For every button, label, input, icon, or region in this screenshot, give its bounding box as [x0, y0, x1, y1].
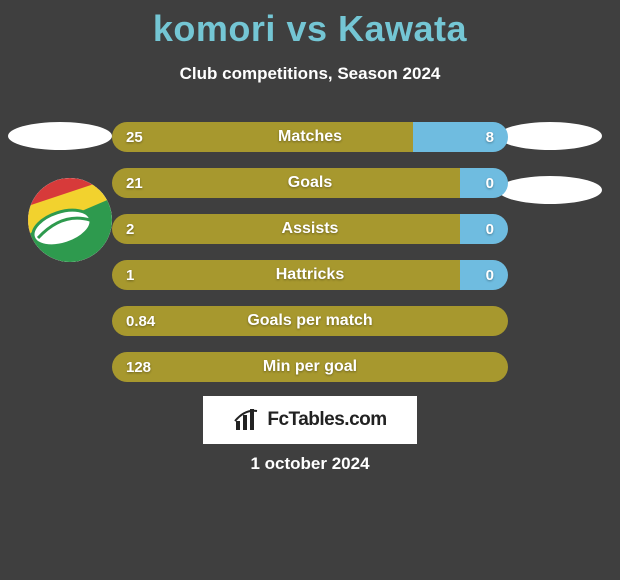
stat-label: Matches — [112, 122, 508, 152]
stat-label: Hattricks — [112, 260, 508, 290]
comparison-infographic: komori vs Kawata Club competitions, Seas… — [0, 0, 620, 580]
team-badge-icon — [28, 178, 112, 262]
player-b-avatar-placeholder-bottom — [498, 176, 602, 204]
stat-row: 10Hattricks — [112, 260, 508, 290]
generation-date: 1 october 2024 — [0, 454, 620, 474]
player-b-name: Kawata — [338, 8, 467, 49]
fctables-watermark: FcTables.com — [203, 396, 417, 444]
stats-block: 258Matches 210Goals 20Assists 10Hattricks 0.… — [112, 122, 508, 398]
stat-row: 210Goals — [112, 168, 508, 198]
vs-word: vs — [286, 8, 327, 49]
subtitle: Club competitions, Season 2024 — [0, 50, 620, 84]
stat-label: Goals per match — [112, 306, 508, 336]
player-b-avatar-placeholder-top — [498, 122, 602, 150]
player-a-name: komori — [153, 8, 276, 49]
fctables-logo-icon — [233, 407, 259, 433]
stat-row: 258Matches — [112, 122, 508, 152]
team-badge — [28, 178, 112, 262]
stat-label: Min per goal — [112, 352, 508, 382]
stat-row: 20Assists — [112, 214, 508, 244]
page-title: komori vs Kawata — [0, 0, 620, 50]
stat-row: 128Min per goal — [112, 352, 508, 382]
stat-label: Assists — [112, 214, 508, 244]
stat-row: 0.84Goals per match — [112, 306, 508, 336]
player-a-avatar-placeholder — [8, 122, 112, 150]
stat-label: Goals — [112, 168, 508, 198]
fctables-logo-text: FcTables.com — [267, 409, 386, 431]
